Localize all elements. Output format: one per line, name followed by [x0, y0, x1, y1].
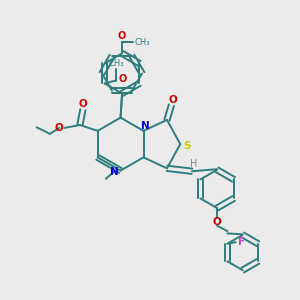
Text: N: N: [141, 121, 149, 130]
Text: O: O: [169, 95, 177, 105]
Text: O: O: [55, 123, 64, 133]
Text: O: O: [213, 217, 221, 227]
Text: O: O: [118, 31, 126, 41]
Text: F: F: [238, 237, 245, 247]
Text: H: H: [190, 159, 197, 169]
Text: S: S: [183, 141, 190, 151]
Text: CH₃: CH₃: [135, 38, 150, 47]
Text: CH₃: CH₃: [109, 59, 124, 68]
Text: O: O: [79, 99, 87, 110]
Text: O: O: [119, 74, 127, 84]
Text: N: N: [110, 167, 119, 177]
